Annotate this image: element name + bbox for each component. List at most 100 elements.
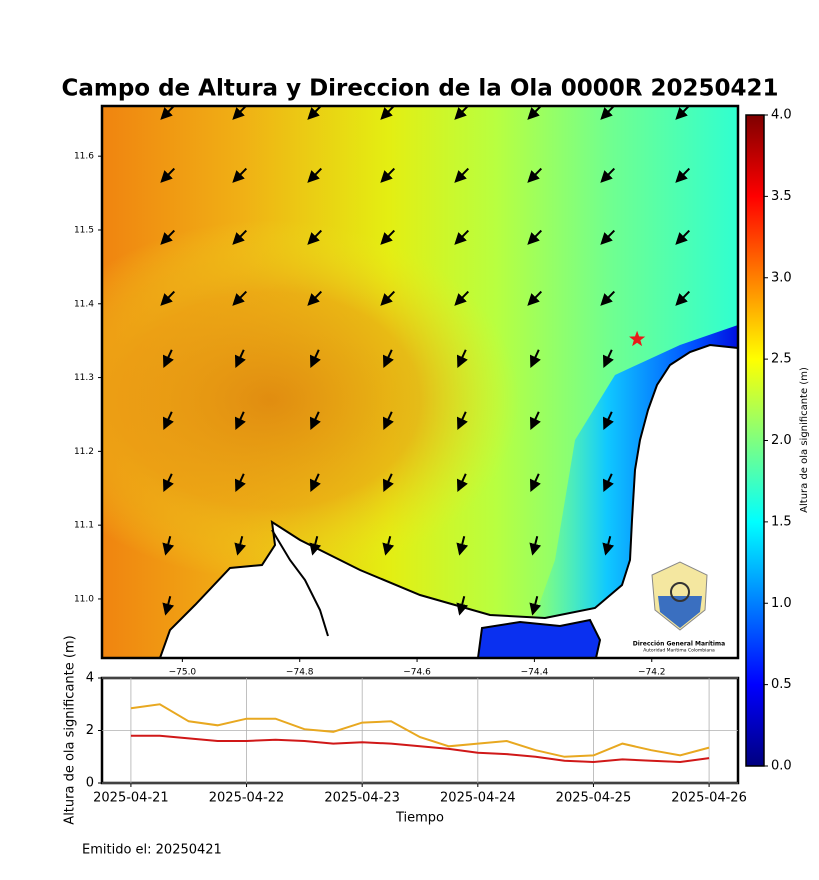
series-line	[130, 703, 710, 758]
y-tick-label: 11.6	[74, 152, 94, 162]
wave-direction-arrow	[675, 290, 691, 306]
colorbar-tick-label: 2.5	[771, 352, 792, 367]
colorbar-tick-label: 3.0	[771, 270, 792, 285]
wave-direction-arrow	[309, 536, 322, 556]
wave-direction-arrow	[454, 167, 470, 183]
y-tick-label: 11.4	[74, 299, 94, 309]
colorbar-tick-label: 3.5	[771, 189, 792, 204]
colorbar-tick-label: 4.0	[771, 108, 792, 123]
colorbar-tick-label: 1.5	[771, 514, 792, 529]
wave-direction-arrow	[380, 167, 396, 183]
x-tick-label: −74.6	[403, 668, 431, 678]
wave-direction-arrow	[529, 596, 542, 616]
wave-direction-arrow	[309, 473, 321, 492]
wave-direction-arrow	[456, 596, 469, 616]
wave-direction-arrow	[600, 106, 616, 120]
wave-direction-arrow	[162, 596, 175, 616]
logo: Dirección General Marítima Autoridad Mar…	[633, 561, 725, 654]
wave-direction-arrow	[160, 167, 176, 183]
series-line	[130, 734, 710, 764]
wave-direction-arrow	[602, 536, 615, 556]
wave-direction-arrow	[309, 349, 321, 368]
map-field	[102, 106, 738, 658]
wave-direction-arrow	[602, 411, 614, 430]
logo-anchor	[670, 582, 690, 602]
wave-direction-arrow	[382, 473, 394, 492]
wave-direction-arrow	[529, 411, 541, 430]
x-tick-label: 2025-04-25	[556, 791, 632, 806]
wave-direction-arrow	[162, 536, 175, 556]
wave-direction-arrow	[454, 229, 470, 245]
wave-direction-arrow	[529, 349, 541, 368]
x-axis-label: Tiempo	[395, 811, 444, 826]
x-tick-label: 2025-04-26	[671, 791, 747, 806]
river	[271, 529, 329, 637]
map-frame	[100, 104, 740, 660]
colorbar-tick-label: 0.0	[771, 759, 792, 774]
x-tick-label: −75.0	[169, 668, 197, 678]
wave-direction-arrow	[232, 167, 248, 183]
logo-subtext: Autoridad Marítima Colombiana	[643, 647, 715, 654]
wave-direction-arrow	[232, 106, 248, 120]
wave-direction-arrow	[602, 473, 614, 492]
wave-direction-arrow	[529, 536, 542, 556]
wave-direction-arrow	[456, 536, 469, 556]
y-tick-label: 0	[86, 776, 94, 791]
x-tick-label: 2025-04-24	[440, 791, 516, 806]
wave-direction-arrow	[675, 106, 691, 120]
x-tick-label: 2025-04-21	[93, 791, 169, 806]
x-tick-label: −74.8	[286, 668, 314, 678]
y-tick-label: 11.2	[74, 447, 94, 457]
wave-direction-arrow	[600, 290, 616, 306]
colorbar	[745, 114, 765, 767]
wave-direction-arrow	[456, 411, 468, 430]
wave-direction-arrow	[160, 106, 176, 120]
colorbar-tick-label: 1.0	[771, 596, 792, 611]
colorbar-label: Altura de ola significante (m)	[799, 367, 810, 513]
wave-direction-arrow	[456, 349, 468, 368]
wave-direction-arrow	[382, 411, 394, 430]
colorbar-tick-label: 2.0	[771, 433, 792, 448]
wave-direction-arrow	[529, 473, 541, 492]
wave-direction-arrow	[234, 536, 247, 556]
wave-direction-arrow	[527, 106, 543, 120]
wave-direction-arrow	[232, 290, 248, 306]
x-tick-label: 2025-04-23	[324, 791, 400, 806]
wave-direction-arrow	[600, 229, 616, 245]
y-tick-label: 11.5	[74, 225, 94, 235]
station-marker	[629, 330, 646, 347]
wave-direction-arrow	[380, 229, 396, 245]
y-tick-label: 11.3	[74, 373, 94, 383]
wave-direction-arrow	[454, 290, 470, 306]
y-tick-label: 2	[86, 723, 94, 738]
wave-direction-arrow	[456, 473, 468, 492]
wave-direction-arrow	[162, 473, 174, 492]
wave-direction-arrow	[602, 349, 614, 368]
logo-shield-sea	[658, 596, 702, 628]
wave-direction-arrow	[307, 290, 323, 306]
x-tick-label: 2025-04-22	[209, 791, 285, 806]
wave-direction-arrow	[527, 290, 543, 306]
wave-direction-arrow	[382, 536, 395, 556]
wave-direction-arrow	[309, 411, 321, 430]
wave-direction-arrow	[307, 106, 323, 120]
wave-direction-arrow	[162, 411, 174, 430]
wave-field-core	[102, 220, 520, 580]
wave-direction-arrow	[600, 167, 616, 183]
lagoon	[476, 618, 602, 658]
footer: Emitido el: 20250421	[82, 843, 222, 858]
wave-direction-arrow	[160, 290, 176, 306]
y-tick-label: 11.0	[74, 594, 94, 604]
wave-direction-arrow	[675, 167, 691, 183]
y-tick-label: 4	[86, 671, 94, 686]
wave-direction-arrow	[382, 349, 394, 368]
coastal-low-waves	[520, 325, 738, 658]
wave-direction-arrow	[307, 167, 323, 183]
wave-direction-arrow	[527, 229, 543, 245]
x-tick-label: −74.2	[638, 668, 666, 678]
x-tick-label: −74.4	[521, 668, 549, 678]
colorbar-tick-label: 0.5	[771, 677, 792, 692]
wave-direction-arrow	[234, 473, 246, 492]
wave-direction-arrow	[675, 229, 691, 245]
